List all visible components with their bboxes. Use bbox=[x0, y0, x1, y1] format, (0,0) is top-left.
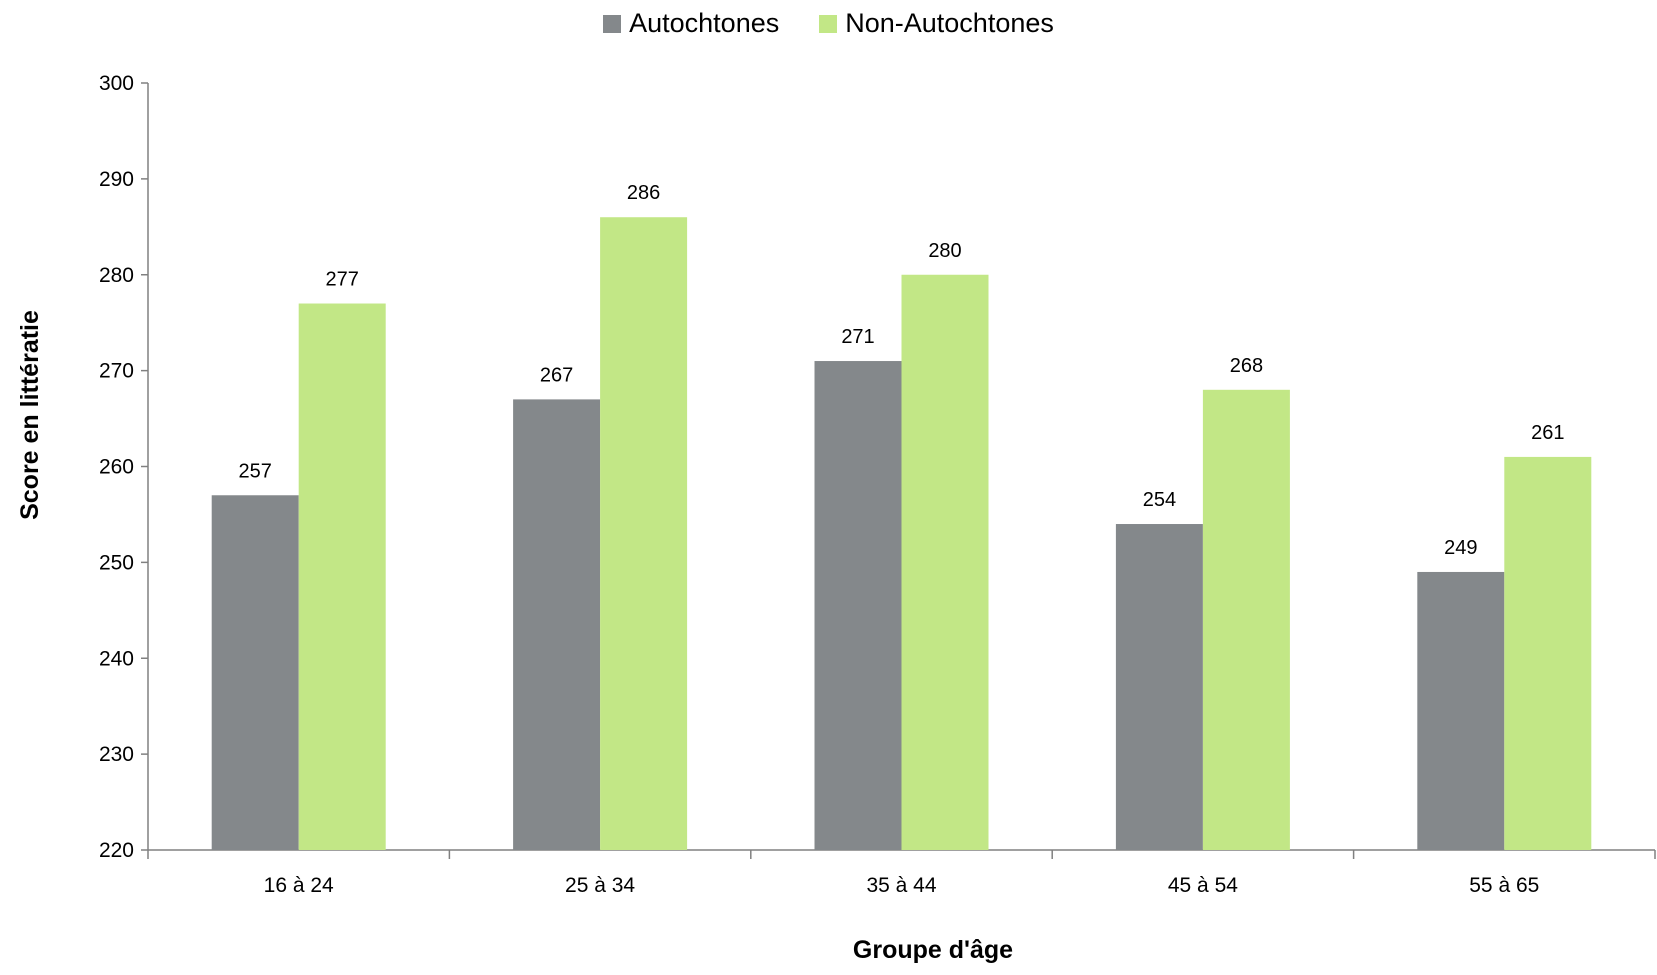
bar-autochtones bbox=[814, 361, 902, 850]
data-label: 280 bbox=[928, 240, 961, 262]
x-axis-title: Groupe d'âge bbox=[853, 936, 1013, 964]
y-tick-label: 300 bbox=[99, 72, 134, 95]
y-tick-label: 270 bbox=[99, 360, 134, 383]
bar-non-autochtones bbox=[600, 217, 688, 851]
bar-non-autochtones bbox=[1202, 389, 1290, 850]
bar-autochtones bbox=[1115, 524, 1203, 850]
data-labels: 257 277 267 286 271 280 254 268 249 261 bbox=[239, 182, 1565, 559]
axes: 220 230 240 250 260 270 280 290 300 16 à 24 25 à 3… bbox=[99, 72, 1656, 897]
y-tick-label: 230 bbox=[99, 743, 134, 766]
x-tick-label: 35 à 44 bbox=[866, 874, 936, 897]
x-tick-label: 25 à 34 bbox=[565, 874, 635, 897]
legend-label-non-autochtones: Non-Autochtones bbox=[845, 8, 1054, 38]
legend-swatch-autochtones bbox=[603, 14, 622, 33]
legend-item-non-autochtones: Non-Autochtones bbox=[819, 8, 1054, 39]
bar-autochtones bbox=[1417, 571, 1505, 850]
x-tick-label: 55 à 65 bbox=[1469, 874, 1539, 897]
bar-autochtones bbox=[513, 399, 601, 850]
legend: Autochtones Non-Autochtones bbox=[0, 8, 1657, 39]
x-tick-label: 45 à 54 bbox=[1168, 874, 1238, 897]
data-label: 277 bbox=[326, 269, 359, 291]
data-label: 267 bbox=[540, 364, 573, 386]
data-label: 271 bbox=[841, 326, 874, 348]
data-label: 257 bbox=[239, 460, 272, 482]
y-tick-label: 260 bbox=[99, 456, 134, 479]
bar-non-autochtones bbox=[901, 274, 989, 850]
data-label: 286 bbox=[627, 182, 660, 204]
data-label: 254 bbox=[1143, 489, 1176, 511]
y-tick-label: 290 bbox=[99, 168, 134, 191]
data-label: 268 bbox=[1230, 355, 1263, 377]
x-tick-label: 16 à 24 bbox=[264, 874, 334, 897]
data-label: 249 bbox=[1444, 537, 1477, 559]
y-tick-label: 220 bbox=[99, 839, 134, 862]
y-axis-title: Score en littératie bbox=[16, 310, 44, 520]
data-label: 261 bbox=[1531, 422, 1564, 444]
legend-swatch-non-autochtones bbox=[819, 14, 838, 33]
bar-non-autochtones bbox=[298, 303, 386, 850]
legend-item-autochtones: Autochtones bbox=[603, 8, 779, 39]
y-tick-label: 240 bbox=[99, 647, 134, 670]
legend-label-autochtones: Autochtones bbox=[629, 8, 780, 38]
bar-autochtones bbox=[211, 495, 299, 850]
y-tick-label: 280 bbox=[99, 264, 134, 287]
y-tick-label: 250 bbox=[99, 551, 134, 574]
bars bbox=[211, 217, 1592, 851]
bar-non-autochtones bbox=[1504, 456, 1592, 850]
